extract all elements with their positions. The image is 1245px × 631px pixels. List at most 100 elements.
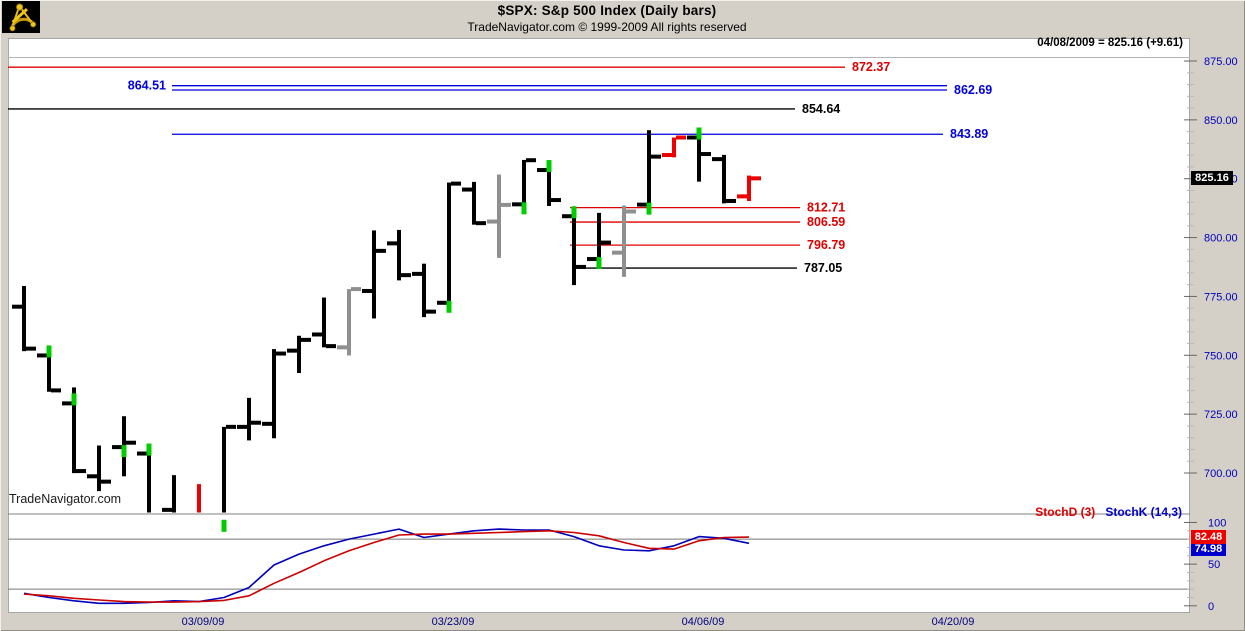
price-bar (687, 127, 711, 182)
bar-close-tick (726, 198, 736, 203)
bar-open-tick (287, 348, 297, 353)
bar-open-tick (537, 168, 547, 173)
bar-open-tick (662, 153, 672, 158)
bar-range (197, 484, 201, 513)
bar-open-tick (112, 445, 122, 450)
chart-title: $SPX: S&p 500 Index (Daily bars) (497, 3, 717, 18)
bar-close-tick (351, 287, 361, 292)
bar-range (297, 335, 301, 374)
watermark: TradeNavigator.com (9, 492, 122, 506)
price-bar (137, 443, 152, 513)
stoch-axis-label: 100 (1208, 517, 1226, 529)
price-bar (287, 335, 311, 374)
bar-open-tick (37, 353, 47, 358)
bar-open-highlight (546, 160, 552, 173)
bar-open-tick (237, 424, 247, 429)
bar-range (272, 349, 276, 439)
bar-range (247, 397, 251, 441)
bar-open-tick (337, 345, 347, 350)
bar-close-tick (76, 469, 86, 474)
bar-open-tick (437, 300, 447, 305)
bar-open-highlight (571, 206, 577, 219)
price-bar (712, 154, 736, 204)
bar-range (422, 263, 426, 318)
bar-close-tick (426, 309, 436, 314)
bar-open-tick (137, 451, 147, 456)
bar-open-tick (562, 214, 572, 219)
price-bar (537, 160, 561, 206)
price-bar (197, 484, 201, 513)
y-axis-label: 700.00 (1204, 468, 1238, 480)
price-level-label: 864.51 (128, 79, 166, 93)
bar-close-tick (476, 221, 486, 226)
price-bar (62, 387, 86, 474)
bar-range (522, 159, 526, 205)
price-bar (462, 181, 486, 226)
bar-open-tick (687, 135, 697, 140)
bar-open-tick (162, 507, 172, 512)
bar-open-tick (712, 157, 722, 162)
bar-range (572, 216, 576, 286)
price-bar (87, 445, 111, 492)
bar-open-tick (487, 219, 497, 224)
chart-header: $SPX: S&p 500 Index (Daily bars) TradeNa… (8, 3, 1206, 34)
bar-range (647, 130, 651, 205)
bar-open-highlight (646, 202, 652, 215)
price-bar (362, 230, 386, 319)
bar-open-tick (312, 332, 322, 337)
price-bar (387, 229, 411, 281)
bar-open-highlight (696, 127, 702, 140)
chart-subtitle: TradeNavigator.com © 1999-2009 All right… (467, 20, 747, 34)
x-axis-label: 04/06/09 (682, 616, 725, 628)
bar-open-highlight (146, 443, 152, 456)
stoch-axis-label: 0 (1208, 601, 1214, 613)
bar-open-tick (362, 288, 372, 293)
bar-open-tick (512, 202, 522, 207)
bar-open-tick (387, 241, 397, 246)
last-bar-annotation: 04/08/2009 = 825.16 (+9.61) (1037, 37, 1183, 49)
bar-close-tick (376, 248, 386, 253)
chart-outer-border (8, 38, 1190, 613)
bar-open-tick (637, 202, 647, 207)
stoch-axis-label: 50 (1208, 559, 1220, 571)
price-level-label: 843.89 (950, 127, 988, 141)
bar-open-tick (412, 271, 422, 276)
price-level-label: 872.37 (852, 60, 890, 74)
price-bar (437, 181, 461, 313)
bar-close-tick (101, 479, 111, 484)
price-level-label: 854.64 (802, 102, 840, 116)
x-axis-label: 03/09/09 (182, 616, 225, 628)
bar-open-highlight (521, 202, 527, 215)
stochd-value-badge: 82.48 (1191, 530, 1226, 544)
stochastic-legend: StochD (3) StochK (14,3) (1035, 505, 1182, 519)
bar-range (372, 230, 376, 319)
bar-close-tick (676, 135, 686, 140)
bar-close-tick (451, 181, 461, 186)
bar-close-tick (401, 273, 411, 278)
bar-range (547, 170, 551, 206)
bar-close-tick (626, 209, 636, 214)
bar-range (172, 475, 176, 513)
y-axis-label: 725.00 (1204, 409, 1238, 421)
bar-close-tick (576, 264, 586, 269)
tradenavigator-logo[interactable] (2, 1, 40, 33)
price-bar (221, 424, 236, 532)
bar-open-tick (262, 421, 272, 426)
price-level-label: 787.05 (804, 261, 842, 275)
bar-range (672, 137, 676, 158)
y-axis-label: 850.00 (1204, 115, 1238, 127)
bar-close-tick (501, 202, 511, 207)
price-bar (412, 263, 436, 318)
bar-close-tick (301, 337, 311, 342)
bar-range (497, 174, 501, 258)
bar-open-tick (587, 257, 597, 262)
price-bar (337, 287, 361, 356)
bar-close-tick (226, 424, 236, 429)
bar-range (322, 297, 326, 348)
price-bar (562, 206, 586, 286)
bar-open-tick (87, 474, 97, 479)
bar-range (397, 229, 401, 281)
stochk-value-badge: 74.98 (1191, 543, 1226, 556)
